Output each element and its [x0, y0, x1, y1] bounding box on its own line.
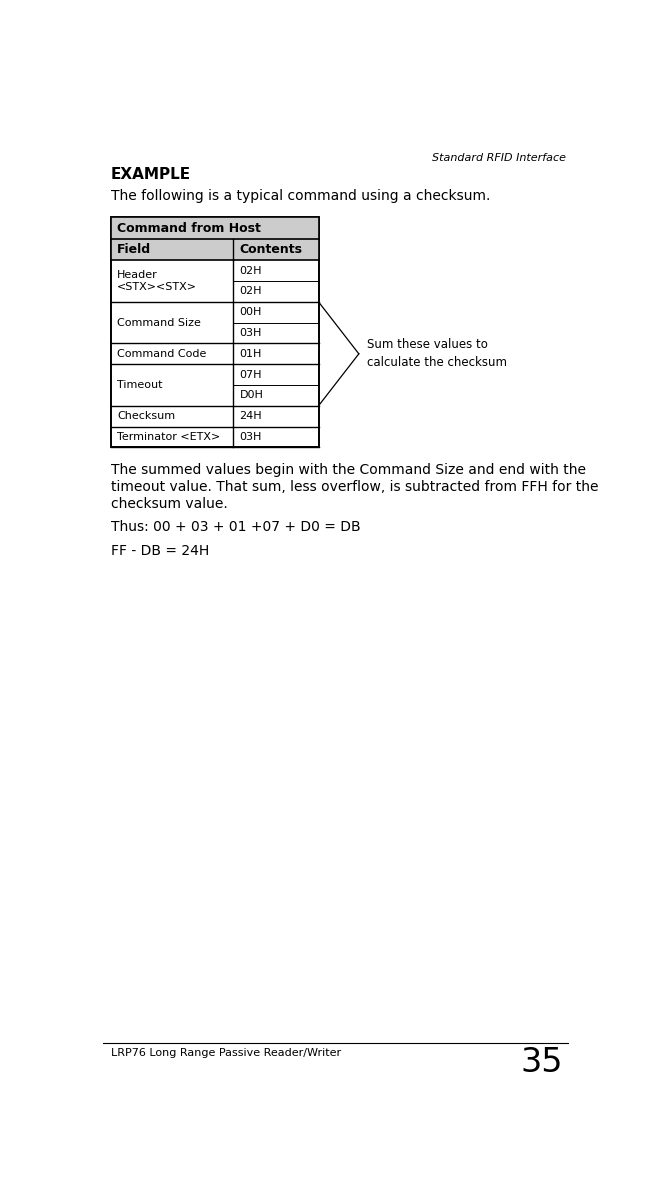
Text: Standard RFID Interface: Standard RFID Interface [432, 154, 566, 163]
Text: FF - DB = 24H: FF - DB = 24H [111, 545, 209, 558]
Text: Timeout: Timeout [117, 380, 163, 390]
Text: Thus: 00 + 03 + 01 +07 + D0 = DB: Thus: 00 + 03 + 01 +07 + D0 = DB [111, 520, 361, 534]
Bar [111, 217, 318, 448]
Text: Header
<STX><STX>: Header <STX><STX> [117, 270, 197, 293]
Text: 02H: 02H [240, 265, 262, 276]
Text: 07H: 07H [240, 370, 262, 379]
Text: 01H: 01H [240, 349, 262, 359]
Text: Contents: Contents [240, 244, 303, 257]
Text: The following is a typical command using a checksum.: The following is a typical command using… [111, 188, 490, 203]
Text: 02H: 02H [240, 287, 262, 296]
Text: The summed values begin with the Command Size and end with the: The summed values begin with the Command… [111, 463, 586, 476]
Bar [111, 217, 318, 448]
Text: Command Size: Command Size [117, 318, 201, 328]
Text: EXAMPLE: EXAMPLE [111, 167, 191, 182]
Text: Sum these values to
calculate the checksum: Sum these values to calculate the checks… [367, 338, 506, 370]
Text: Command Code: Command Code [117, 349, 206, 359]
Text: Terminator <ETX>: Terminator <ETX> [117, 432, 220, 442]
Text: Command from Host: Command from Host [117, 222, 261, 235]
Text: 03H: 03H [240, 432, 262, 442]
Text: Checksum: Checksum [117, 412, 175, 421]
Text: 00H: 00H [240, 307, 262, 317]
Text: timeout value. That sum, less overflow, is subtracted from FFH for the: timeout value. That sum, less overflow, … [111, 480, 598, 493]
Text: 03H: 03H [240, 328, 262, 338]
Text: LRP76 Long Range Passive Reader/Writer: LRP76 Long Range Passive Reader/Writer [111, 1048, 341, 1058]
Text: D0H: D0H [240, 390, 264, 401]
Text: checksum value.: checksum value. [111, 497, 228, 511]
Text: Field: Field [117, 244, 151, 257]
Bar [111, 217, 318, 240]
Bar [111, 240, 318, 260]
Text: 35: 35 [521, 1045, 563, 1079]
Text: 24H: 24H [240, 412, 262, 421]
